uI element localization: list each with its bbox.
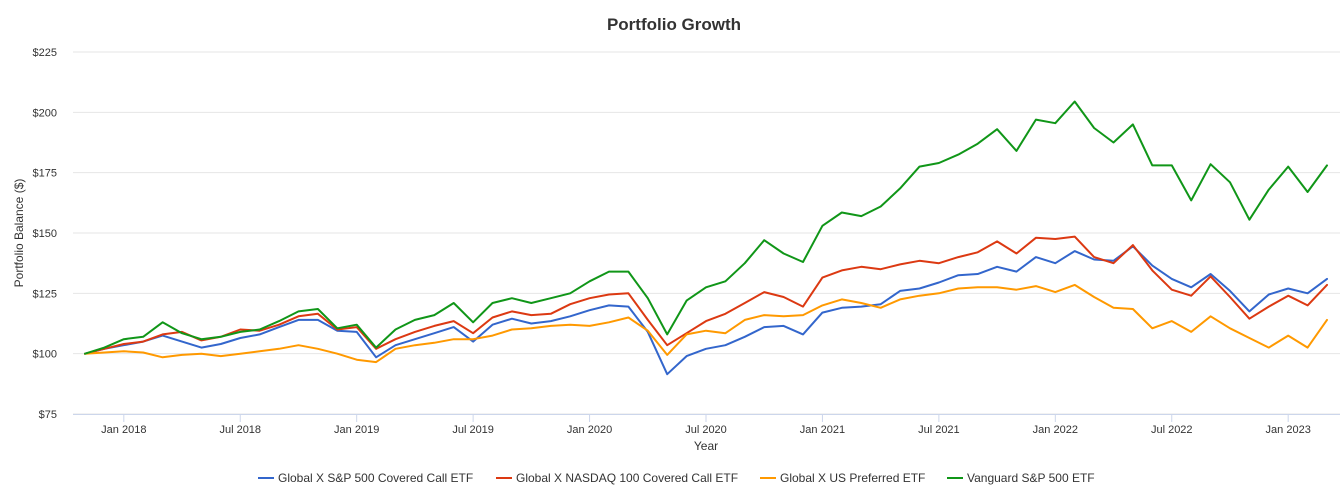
series-line-global-x-s-p-500-covered-call-etf[interactable] (84, 245, 1328, 376)
x-axis-label: Year (694, 439, 718, 453)
y-tick-label: $225 (33, 47, 57, 59)
y-tick-label: $200 (33, 107, 57, 119)
legend-item-vanguard-s-p-500-etf[interactable]: Vanguard S&P 500 ETF (947, 471, 1095, 485)
legend-item-global-x-us-preferred-etf[interactable]: Global X US Preferred ETF (760, 471, 925, 485)
x-tick-label: Jan 2021 (800, 424, 845, 436)
y-tick-label: $75 (39, 409, 57, 421)
series-lines (84, 100, 1328, 376)
x-tick-label: Jul 2019 (452, 424, 494, 436)
x-tick-label: Jan 2023 (1266, 424, 1311, 436)
y-tick-label: $150 (33, 228, 57, 240)
series-line-global-x-nasdaq-100-covered-call-etf[interactable] (84, 235, 1328, 355)
y-tick-label: $125 (33, 288, 57, 300)
chart-title: Portfolio Growth (607, 15, 741, 34)
legend-item-global-x-s-p-500-covered-call-etf[interactable]: Global X S&P 500 Covered Call ETF (258, 471, 473, 485)
x-tick-label: Jan 2020 (567, 424, 612, 436)
x-tick-label: Jan 2022 (1033, 424, 1078, 436)
y-axis-label: Portfolio Balance ($) (12, 179, 26, 288)
y-tick-label: $100 (33, 349, 57, 361)
x-tick-label: Jul 2022 (1151, 424, 1193, 436)
x-tick-label: Jul 2021 (918, 424, 960, 436)
legend-item-global-x-nasdaq-100-covered-call-etf[interactable]: Global X NASDAQ 100 Covered Call ETF (496, 471, 738, 485)
series-line-global-x-us-preferred-etf[interactable] (84, 283, 1328, 364)
legend-label: Global X S&P 500 Covered Call ETF (278, 471, 473, 485)
y-axis-ticks: $75 $100 $125 $150 $175 $200 $225 (33, 47, 57, 421)
x-tick-label: Jan 2018 (101, 424, 146, 436)
x-tick-label: Jul 2018 (219, 424, 261, 436)
legend: Global X S&P 500 Covered Call ETF Global … (258, 471, 1095, 485)
x-axis-ticks: Jan 2018 Jul 2018 Jan 2019 Jul 2019 Jan 2020… (73, 414, 1340, 436)
grid-lines (73, 51, 1340, 415)
legend-label: Global X NASDAQ 100 Covered Call ETF (516, 471, 738, 485)
x-tick-label: Jan 2019 (334, 424, 379, 436)
y-tick-label: $175 (33, 168, 57, 180)
x-tick-label: Jul 2020 (685, 424, 727, 436)
series-line-vanguard-s-p-500-etf[interactable] (84, 100, 1328, 355)
legend-label: Vanguard S&P 500 ETF (967, 471, 1095, 485)
legend-label: Global X US Preferred ETF (780, 471, 925, 485)
